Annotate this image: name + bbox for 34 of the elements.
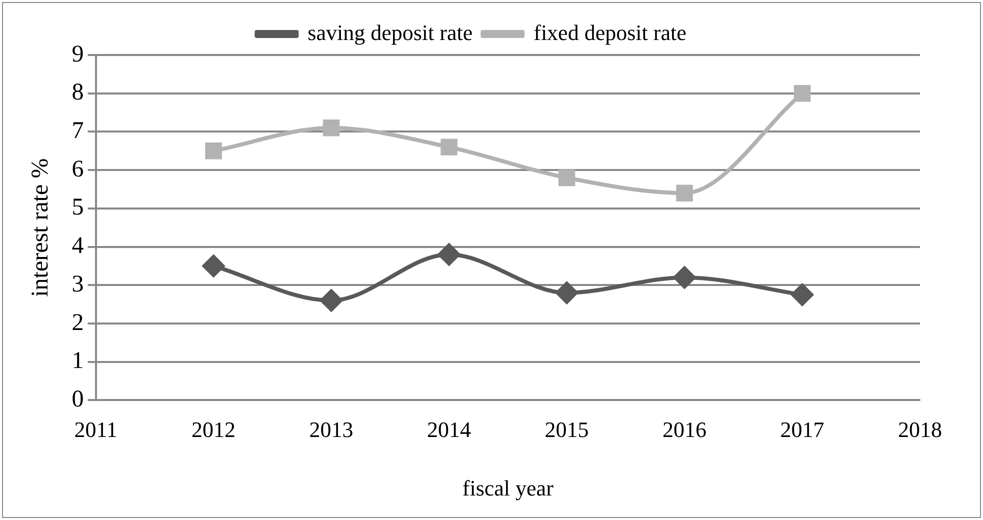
x-tick-label: 2015 — [544, 417, 589, 442]
point — [322, 120, 340, 136]
x-tick-label: 2012 — [192, 417, 236, 442]
point — [791, 284, 814, 306]
point — [440, 138, 458, 156]
y-tick-label: 1 — [72, 348, 84, 374]
y-axis-title: interest rate % — [28, 158, 54, 297]
x-tick-label: 2011 — [74, 417, 118, 442]
y-tick-label: 9 — [72, 41, 84, 68]
x-tick-label: 2017 — [780, 417, 824, 442]
y-tick-label: 8 — [72, 80, 84, 106]
point — [558, 169, 576, 186]
point — [320, 289, 342, 312]
x-axis-title: fiscal year — [462, 476, 554, 501]
point — [674, 266, 696, 288]
y-tick-label: 5 — [72, 194, 84, 221]
x-tick-label: 2013 — [309, 417, 354, 442]
point — [202, 254, 225, 277]
y-tick-label: 7 — [72, 118, 84, 144]
point — [205, 142, 222, 160]
legend-label: fixed deposit rate — [534, 20, 686, 45]
y-tick-label: 4 — [72, 233, 84, 260]
point — [556, 282, 578, 304]
x-tick-label: 2014 — [427, 417, 472, 442]
legend-label: saving deposit rate — [308, 20, 473, 45]
y-tick-label: 0 — [72, 386, 84, 412]
x-tick-label: 2018 — [898, 417, 942, 442]
point — [794, 84, 811, 102]
y-tick-label: 3 — [72, 271, 84, 298]
x-tick-label: 2016 — [662, 417, 707, 442]
y-tick-label: 6 — [72, 156, 84, 182]
point — [438, 243, 460, 266]
y-tick-label: 2 — [72, 310, 84, 336]
point — [676, 184, 693, 202]
